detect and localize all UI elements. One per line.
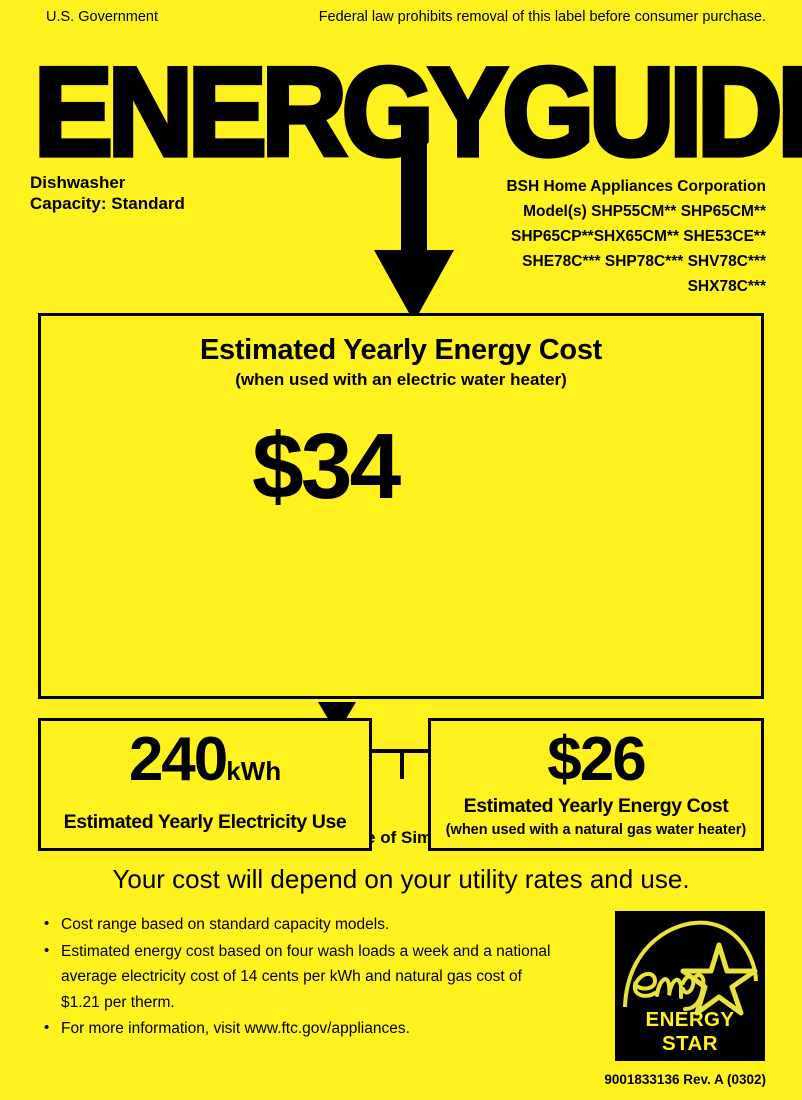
model-line: SHE78C*** SHP78C*** SHV78C***: [522, 253, 766, 270]
federal-law-notice: Federal law prohibits removal of this la…: [318, 9, 766, 25]
part-number: 9001833136 Rev. A (0302): [604, 1072, 766, 1087]
energy-star-mark-icon: [623, 920, 758, 1016]
arrow-head: [374, 250, 454, 322]
energyguide-logotype-area: ENERGYGUIDE: [0, 47, 802, 322]
government-text: U.S. Government: [46, 9, 159, 25]
cost-box-title: Estimated Yearly Energy Cost: [199, 334, 603, 366]
cost-range-scale: $28 $43 Cost Range of Similar Models: [41, 516, 761, 847]
footnote-item: Cost range based on standard capacity mo…: [44, 911, 564, 938]
energy-star-wordmark: ENERGY STAR: [645, 1008, 735, 1055]
footnote-item: Estimated energy cost based on four wash…: [44, 938, 564, 1016]
cost-value: $34: [252, 414, 401, 518]
appliance-type: Dishwasher: [30, 173, 126, 192]
manufacturer-name: BSH Home Appliances Corporation: [506, 178, 766, 195]
cost-disclaimer: Your cost will depend on your utility ra…: [112, 864, 690, 894]
arrow-shaft: [401, 112, 427, 262]
appliance-info: Dishwasher Capacity: Standard: [30, 172, 185, 214]
energy-star-logo: ENERGY STAR: [615, 911, 765, 1061]
electricity-value: 240: [128, 725, 228, 794]
estimated-yearly-cost-box: Estimated Yearly Energy Cost (when used …: [38, 313, 764, 847]
down-arrow-icon: [374, 112, 454, 322]
model-line: SHP65CP**SHX65CM** SHE53CE**: [510, 228, 766, 245]
cost-box-subtitle: (when used with an electric water heater…: [235, 370, 567, 389]
footnote-list: Cost range based on standard capacity mo…: [44, 911, 564, 1043]
footnote-item: For more information, visit www.ftc.gov/…: [44, 1015, 564, 1042]
gas-cost-box: $26 Estimated Yearly Energy Cost (when u…: [428, 718, 764, 851]
manufacturer-info: BSH Home Appliances Corporation Model(s)…: [206, 174, 766, 299]
scale-tick: [400, 749, 404, 779]
gas-cost-subcaption: (when used with a natural gas water heat…: [445, 822, 747, 838]
electricity-caption: Estimated Yearly Electricity Use: [63, 811, 347, 833]
gas-cost-value: $26: [547, 725, 646, 794]
electricity-use-box: 240kWh Estimated Yearly Electricity Use: [38, 718, 372, 851]
electricity-value-row: 240kWh: [41, 729, 369, 791]
model-line: SHX78C***: [687, 278, 766, 295]
label-header: U.S. Government Federal law prohibits re…: [0, 9, 802, 31]
gas-cost-caption: Estimated Yearly Energy Cost: [463, 795, 729, 817]
appliance-capacity: Capacity: Standard: [30, 194, 185, 213]
model-line: Model(s) SHP55CM** SHP65CM**: [523, 203, 766, 220]
electricity-unit: kWh: [226, 756, 282, 786]
